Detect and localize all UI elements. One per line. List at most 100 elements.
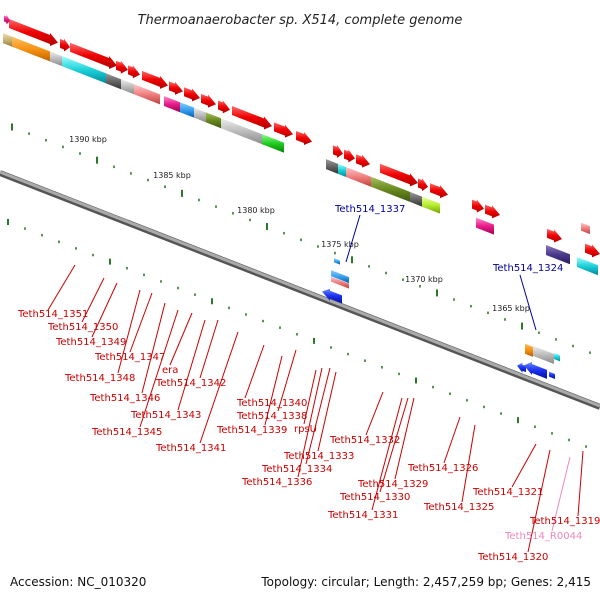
gene-label[interactable]: era — [162, 365, 178, 376]
gene-label[interactable]: Teth514_1321 — [472, 487, 543, 498]
gene-feature — [554, 353, 560, 362]
gene-label[interactable]: Teth514_1333 — [283, 451, 354, 462]
gene-feature — [232, 105, 272, 130]
gene-feature — [70, 42, 117, 70]
label-leader-line — [511, 443, 537, 488]
scale-mark-label: 1390 kbp — [69, 135, 107, 144]
gene-label[interactable]: Teth514_1319 — [529, 516, 600, 527]
gene-feature — [164, 95, 180, 113]
gene-label[interactable]: Teth514_1342 — [155, 378, 226, 389]
scale-mark-label: 1370 kbp — [405, 275, 443, 284]
label-leader-line — [345, 214, 361, 263]
gene-feature — [344, 149, 355, 163]
label-leader-line — [129, 292, 153, 353]
gene-label[interactable]: Teth514_1325 — [423, 502, 494, 513]
label-leader-line — [47, 264, 76, 311]
label-leader-line — [303, 369, 317, 425]
gene-label[interactable]: Teth514_1351 — [17, 309, 88, 320]
label-leader-line — [379, 397, 409, 493]
gene-feature — [116, 60, 128, 74]
label-leader-line — [317, 371, 337, 452]
gene-feature — [585, 243, 600, 258]
label-leader-line — [443, 416, 461, 464]
gene-feature — [356, 154, 370, 168]
label-leader-line — [169, 312, 193, 366]
gene-label[interactable]: Teth514_1345 — [91, 427, 162, 438]
gene-feature — [546, 244, 570, 265]
gene-label[interactable]: Teth514_1326 — [407, 463, 478, 474]
gene-feature — [169, 81, 183, 95]
gene-feature — [577, 257, 598, 276]
gene-label[interactable]: Teth514_1339 — [216, 425, 287, 436]
label-leader-line — [297, 367, 323, 478]
label-leader-line — [244, 344, 265, 399]
gene-label[interactable]: Teth514_1320 — [477, 552, 548, 563]
gene-label[interactable]: Teth514_1349 — [55, 337, 126, 348]
gene-feature — [476, 217, 494, 235]
gene-label[interactable]: Teth514_1341 — [155, 443, 226, 454]
gene-label[interactable]: Teth514_1340 — [236, 398, 307, 409]
gene-label[interactable]: Teth514_1343 — [130, 410, 201, 421]
label-leader-line — [371, 397, 403, 511]
gene-label[interactable]: Teth514_1336 — [241, 477, 312, 488]
gene-feature — [472, 199, 484, 213]
gene-label[interactable]: Teth514_1337 — [334, 204, 405, 215]
gene-feature — [533, 345, 554, 365]
label-leader-line — [91, 282, 118, 338]
gene-feature — [106, 73, 121, 90]
gene-label[interactable]: Teth514_1347 — [94, 352, 165, 363]
gene-feature — [380, 163, 418, 187]
label-leader-line — [81, 277, 105, 323]
gene-feature — [485, 204, 500, 219]
gene-label[interactable]: Teth514_1324 — [492, 263, 563, 274]
label-leader-line — [139, 309, 179, 428]
gene-feature — [262, 134, 284, 153]
gene-feature — [517, 362, 526, 373]
gene-feature — [371, 176, 410, 202]
genome-backbone — [0, 170, 600, 410]
scale-mark-label: 1380 kbp — [237, 206, 275, 215]
gene-feature — [338, 163, 346, 177]
label-leader-line — [177, 319, 206, 411]
gene-feature — [326, 159, 338, 174]
gene-feature — [60, 38, 70, 52]
gene-feature — [333, 144, 343, 158]
label-leader-lines — [47, 214, 584, 553]
gene-feature — [430, 183, 448, 199]
gene-label[interactable]: Teth514_1331 — [327, 510, 398, 521]
label-leader-line — [461, 424, 476, 503]
label-leader-line — [365, 391, 384, 436]
label-leader-line — [117, 289, 141, 374]
gene-feature — [410, 191, 422, 207]
gene-label[interactable]: rpsU — [294, 424, 317, 435]
gene-label[interactable]: Teth514_1350 — [47, 322, 118, 333]
scale-mark-label: 1375 kbp — [321, 240, 359, 249]
label-leader-line — [199, 331, 239, 444]
gene-label[interactable]: Teth514_R0044 — [504, 531, 582, 542]
label-leader-line — [519, 274, 537, 331]
label-leader-line — [305, 367, 331, 465]
gene-feature — [581, 222, 590, 235]
gene-feature — [346, 166, 371, 187]
gene-feature — [422, 196, 440, 214]
gene-label[interactable]: Teth514_1338 — [236, 411, 307, 422]
label-leader-line — [577, 450, 584, 517]
gene-feature — [547, 228, 562, 243]
gene-label[interactable]: Teth514_1348 — [64, 373, 135, 384]
gene-feature — [334, 258, 340, 265]
gene-feature — [418, 178, 428, 192]
gene-label[interactable]: Teth514_1334 — [261, 464, 332, 475]
gene-label[interactable]: Teth514_1330 — [339, 492, 410, 503]
scale-mark-label: 1385 kbp — [153, 171, 191, 180]
gene-feature — [121, 79, 134, 95]
label-leader-line — [394, 397, 415, 480]
gene-feature — [322, 288, 342, 304]
gene-feature — [180, 102, 194, 118]
gene-label[interactable]: Teth514_1346 — [89, 393, 160, 404]
gene-label[interactable]: Teth514_1329 — [357, 479, 428, 490]
gene-feature — [525, 343, 533, 357]
gene-feature — [296, 130, 312, 146]
gene-label[interactable]: Teth514_1332 — [329, 435, 400, 446]
label-leader-line — [199, 319, 219, 379]
label-leader-line — [277, 349, 297, 412]
